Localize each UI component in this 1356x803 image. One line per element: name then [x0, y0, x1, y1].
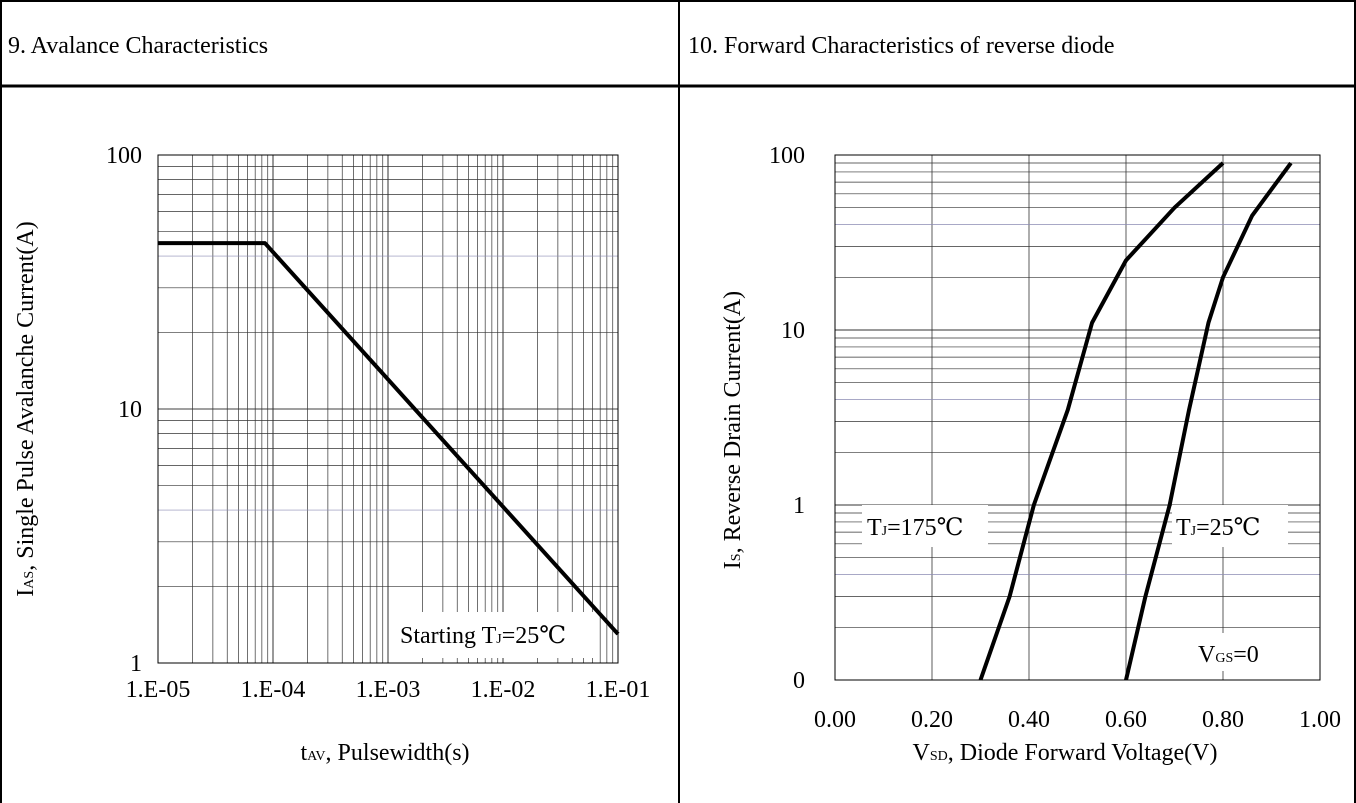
chart2-plot-border: [834, 154, 1321, 681]
avalanche-current-line: [158, 241, 620, 636]
chart1-x-axis-label: tAV, Pulsewidth(s): [300, 740, 469, 766]
y-tick-label: 100: [106, 143, 142, 169]
tj25-annotation: TJ=25℃: [1176, 515, 1261, 541]
chart2-y-axis-label: IS, Reverse Drain Current(A): [720, 291, 746, 569]
chart1-plot-border: [157, 154, 619, 664]
avalanche-chart: 1.E-05 1.E-04 1.E-03 1.E-02 1.E-01 100 10 1 Sta…: [13, 143, 650, 766]
y-tick-label: 10: [781, 318, 805, 344]
x-tick-label: 1.E-04: [241, 677, 306, 703]
y-tick-label: 1: [793, 493, 805, 519]
x-tick-label: 0.40: [1008, 707, 1050, 733]
chart1-annotation-box: [390, 612, 594, 658]
x-tick-label: 0.20: [911, 707, 953, 733]
tj175-annotation-box: [862, 505, 988, 547]
x-tick-label: 1.E-05: [126, 677, 191, 703]
x-tick-label: 1.E-01: [586, 677, 651, 703]
chart2-grid: [834, 154, 1321, 681]
y-tick-label: 1: [130, 651, 142, 677]
vgs-annotation: VGS=0: [1198, 642, 1259, 668]
y-tick-label: 100: [769, 143, 805, 169]
chart1-y-axis-label: IAS, Single Pulse Avalanche Current(A): [13, 221, 39, 596]
vgs-annotation-box: [1190, 633, 1300, 671]
y-tick-label: 0: [793, 668, 805, 694]
x-tick-label: 0.60: [1105, 707, 1147, 733]
tj-25-curve: [1124, 161, 1293, 681]
panel1-header: 9. Avalance Characteristics: [8, 33, 268, 59]
x-tick-label: 1.E-02: [471, 677, 536, 703]
x-tick-label: 0.80: [1202, 707, 1244, 733]
starting-temp-annotation: Starting TJ=25℃: [400, 623, 566, 649]
panel2-header: 10. Forward Characteristics of reverse d…: [688, 33, 1115, 59]
tj-175-curve: [978, 161, 1225, 681]
x-tick-label: 1.00: [1299, 707, 1341, 733]
tj175-annotation: TJ=175℃: [867, 515, 964, 541]
chart2-x-axis-label: VSD, Diode Forward Voltage(V): [913, 740, 1218, 766]
x-tick-label: 1.E-03: [356, 677, 421, 703]
x-tick-label: 0.00: [814, 707, 856, 733]
y-tick-label: 10: [118, 397, 142, 423]
chart1-ticks: 1.E-05 1.E-04 1.E-03 1.E-02 1.E-01 100 10 1: [106, 143, 650, 703]
chart1-grid: [157, 154, 619, 664]
tj25-annotation-box: [1172, 505, 1288, 547]
